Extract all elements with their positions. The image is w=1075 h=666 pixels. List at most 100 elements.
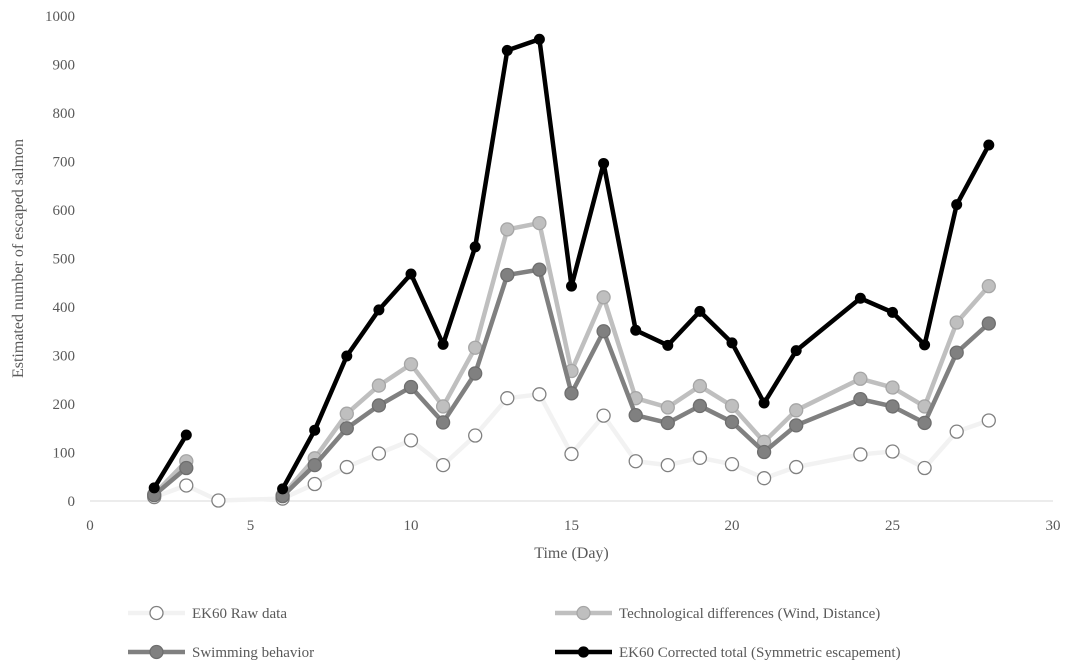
legend-item: Technological differences (Wind, Distanc… [555, 605, 880, 622]
x-tick-label: 5 [247, 518, 255, 534]
data-point [885, 399, 900, 414]
data-point [790, 345, 802, 357]
y-tick-label: 200 [53, 397, 76, 413]
data-point [435, 399, 451, 414]
data-point [180, 429, 192, 441]
legend-label: Swimming behavior [192, 645, 314, 661]
data-point [341, 350, 353, 362]
data-point [756, 471, 772, 486]
data-point [468, 428, 483, 443]
data-point [726, 337, 738, 349]
legend-item: EK60 Corrected total (Symmetric escapeme… [555, 645, 901, 661]
legend-item: Swimming behavior [128, 644, 314, 661]
data-point [339, 406, 354, 421]
data-point [469, 241, 481, 253]
legend-swatch-marker [149, 605, 164, 621]
data-point [660, 400, 675, 415]
data-point [789, 403, 804, 418]
data-point [756, 444, 772, 460]
data-point [596, 408, 611, 423]
y-axis-title: Estimated number of escaped salmon [10, 139, 27, 378]
series-line [280, 37, 992, 492]
data-point [148, 482, 160, 494]
y-tick-label: 900 [53, 58, 76, 74]
data-point [307, 476, 322, 492]
series-3 [147, 262, 996, 504]
data-point [853, 447, 868, 462]
data-point [692, 398, 708, 414]
legend-label: Technological differences (Wind, Distanc… [619, 606, 880, 622]
data-point [532, 387, 547, 402]
data-point [500, 267, 515, 283]
legend-label: EK60 Corrected total (Symmetric escapeme… [619, 645, 901, 661]
data-point [951, 199, 963, 211]
data-point [437, 338, 449, 350]
data-point [403, 379, 419, 395]
series-line [280, 220, 992, 498]
y-tick-labels: 0 100 200 300 400 500 600 700 800 900 1000 [45, 9, 75, 510]
data-point [694, 305, 706, 317]
data-point [371, 378, 387, 393]
legend-swatch-marker [576, 605, 591, 621]
data-point [628, 408, 643, 423]
data-point [468, 366, 483, 381]
data-point [566, 280, 577, 292]
data-point [949, 424, 964, 439]
data-point [628, 454, 643, 469]
series-4 [148, 33, 995, 495]
x-tick-label: 20 [725, 518, 740, 534]
data-point [403, 357, 419, 372]
data-point [500, 391, 515, 406]
data-point [919, 339, 931, 351]
legend-item: EK60 Raw data [128, 605, 287, 622]
data-point [660, 457, 675, 473]
data-point [373, 304, 385, 316]
x-tick-label: 25 [885, 518, 900, 534]
legend-swatch-marker [577, 646, 590, 658]
x-tick-label: 0 [86, 518, 94, 534]
data-point [885, 444, 900, 459]
legend: EK60 Raw data Technological differences (… [128, 605, 901, 661]
data-point [403, 433, 419, 448]
data-point [500, 222, 515, 237]
data-point [853, 391, 868, 407]
data-point [179, 460, 194, 476]
data-point [501, 44, 513, 56]
data-point [854, 292, 866, 304]
x-tick-label: 10 [404, 518, 419, 534]
data-point [692, 450, 708, 465]
data-point [339, 421, 354, 436]
data-point [917, 415, 932, 431]
data-point [981, 278, 996, 294]
data-point [435, 457, 451, 473]
data-point [887, 306, 898, 318]
data-point [724, 414, 740, 430]
data-point [630, 324, 642, 336]
y-tick-label: 500 [53, 252, 76, 268]
data-point [853, 371, 868, 386]
data-point [371, 398, 387, 413]
x-tick-label: 30 [1046, 518, 1061, 534]
y-tick-label: 100 [53, 446, 76, 462]
x-tick-labels: 0 5 10 15 20 25 30 [86, 518, 1060, 534]
data-point [564, 386, 579, 401]
data-point [405, 268, 417, 280]
data-point [564, 446, 579, 462]
data-point [917, 460, 932, 476]
data-point [277, 483, 289, 495]
data-point [789, 418, 804, 433]
series-layer [147, 33, 996, 508]
data-point [724, 398, 740, 414]
data-point [179, 478, 194, 493]
data-point [339, 459, 354, 475]
data-point [533, 33, 545, 45]
data-point [532, 215, 547, 231]
data-point [692, 378, 708, 394]
data-point [981, 413, 996, 428]
y-tick-label: 300 [53, 349, 76, 365]
data-point [307, 457, 322, 473]
data-point [435, 415, 451, 430]
y-tick-label: 1000 [45, 9, 75, 25]
data-point [981, 316, 996, 331]
